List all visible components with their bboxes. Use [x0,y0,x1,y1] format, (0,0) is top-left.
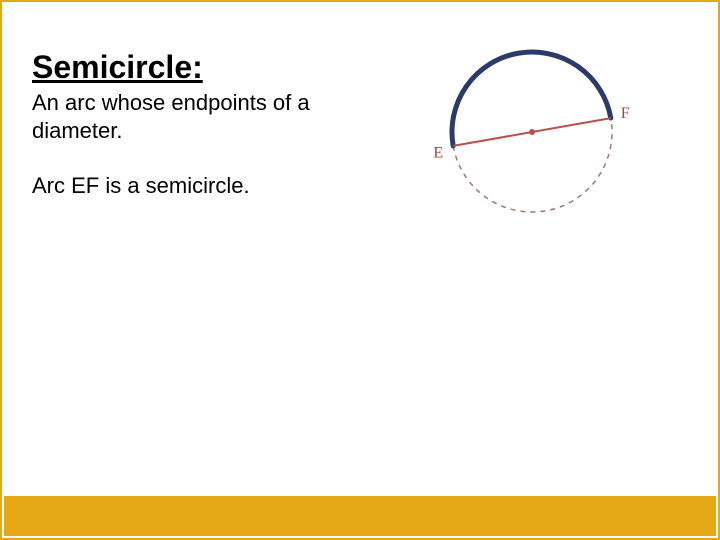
diagram-svg: E F [402,32,662,232]
term-example: Arc EF is a semicircle. [32,172,392,200]
term-title: Semicircle: [32,50,392,85]
label-e: E [433,145,443,162]
bottom-accent-bar [4,496,716,536]
label-f: F [621,105,630,122]
center-dot [529,129,535,135]
term-definition: An arc whose endpoints of a diameter. [32,89,392,144]
slide-frame: Semicircle: An arc whose endpoints of a … [0,0,720,540]
semicircle-diagram: E F [402,32,662,232]
text-content: Semicircle: An arc whose endpoints of a … [32,50,392,200]
